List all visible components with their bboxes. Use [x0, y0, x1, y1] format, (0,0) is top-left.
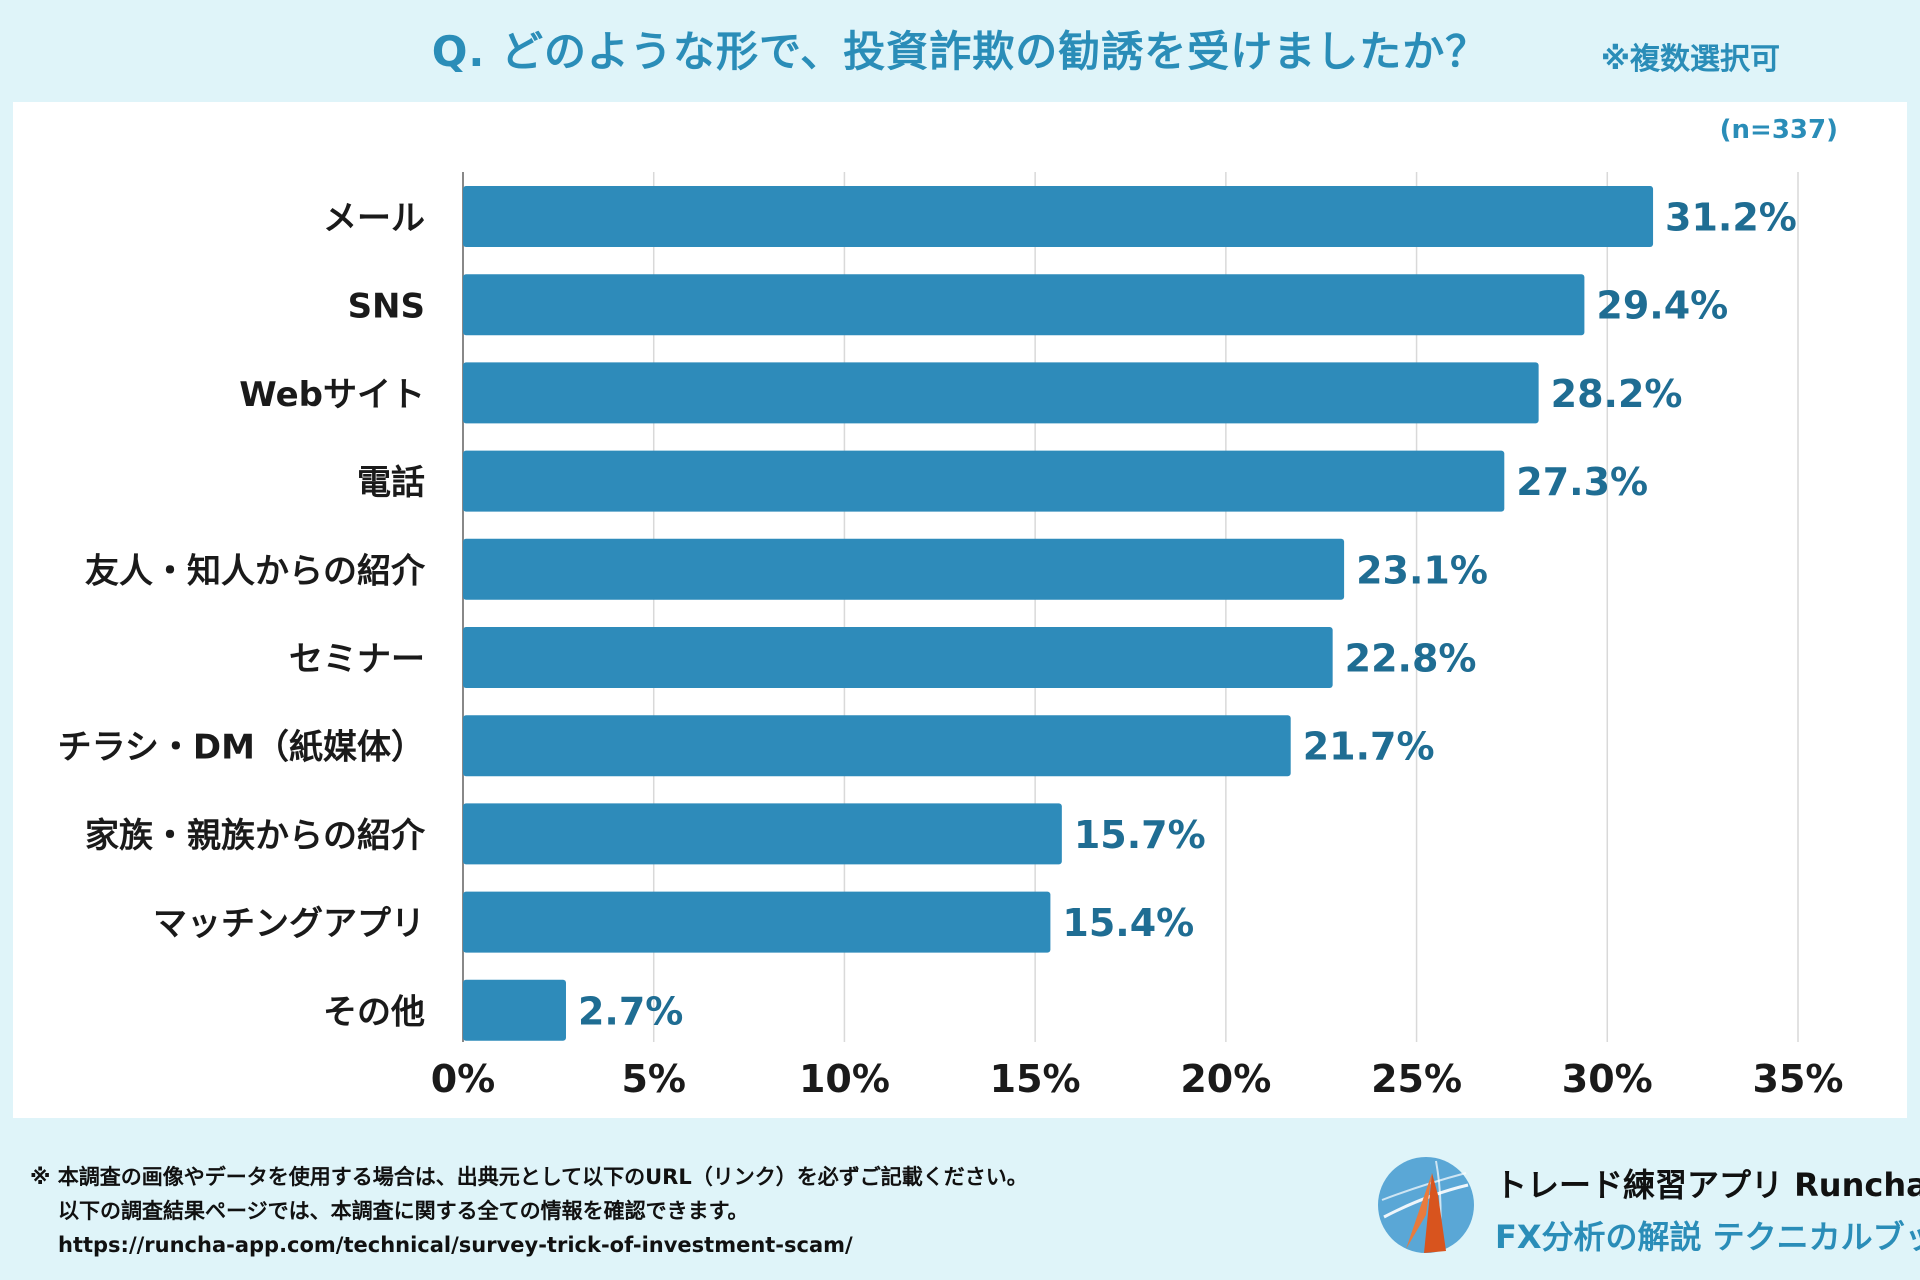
value-label: 28.2%	[1551, 372, 1683, 416]
brand-tagline: FX分析の解説 テクニカルブック	[1495, 1218, 1920, 1256]
category-label: 電話	[357, 463, 425, 503]
category-label: Webサイト	[239, 375, 425, 415]
chart-title: Q. どのような形で、投資詐欺の勧誘を受けましたか？	[431, 27, 1489, 76]
multiple-choice-note: ※複数選択可	[1600, 42, 1780, 77]
bar	[463, 274, 1585, 336]
bar	[463, 715, 1291, 777]
category-label: その他	[323, 992, 425, 1032]
value-label: 21.7%	[1303, 725, 1435, 769]
bar	[463, 186, 1654, 247]
category-label: SNS	[348, 287, 425, 327]
x-tick-label: 10%	[799, 1057, 890, 1101]
x-tick-label: 0%	[431, 1057, 496, 1101]
bar	[463, 891, 1051, 953]
bar	[463, 362, 1539, 424]
value-label: 15.7%	[1074, 813, 1206, 857]
bar	[463, 450, 1505, 512]
footer-notice: ※ 本調査の画像やデータを使用する場合は、出典元として以下のURL（リンク）を必…	[30, 1160, 1028, 1262]
category-label: メール	[323, 199, 425, 239]
x-tick-label: 20%	[1180, 1057, 1271, 1101]
brand-app-name: トレード練習アプリ Runcha	[1495, 1166, 1920, 1204]
category-label: チラシ・DM（紙媒体）	[58, 728, 425, 768]
category-label: マッチングアプリ	[153, 904, 425, 944]
value-label: 2.7%	[578, 989, 683, 1033]
runcha-logo-icon	[1378, 1157, 1474, 1253]
bar	[463, 538, 1345, 600]
footer-line-1: ※ 本調査の画像やデータを使用する場合は、出典元として以下のURL（リンク）を必…	[30, 1165, 1028, 1189]
header: Q. どのような形で、投資詐欺の勧誘を受けましたか？ ※複数選択可	[0, 0, 1920, 100]
x-tick-label: 30%	[1562, 1057, 1653, 1101]
value-label: 15.4%	[1062, 901, 1194, 945]
bar	[463, 803, 1062, 865]
value-label: 23.1%	[1356, 548, 1488, 592]
footer-line-2: 以下の調査結果ページでは、本調査に関する全ての情報を確認できます。	[58, 1199, 749, 1223]
x-tick-label: 5%	[621, 1057, 686, 1101]
x-tick-label: 35%	[1753, 1057, 1844, 1101]
footer-url[interactable]: https://runcha-app.com/technical/survey-…	[58, 1233, 853, 1257]
x-tick-label: 25%	[1371, 1057, 1462, 1101]
bar	[463, 979, 566, 1041]
bar-chart: (n=337) 0% 5% 10% 15% 20% 25% 30% 35% メール 31.2% SNS…	[58, 115, 1844, 1101]
x-tick-label: 15%	[990, 1057, 1081, 1101]
value-label: 29.4%	[1596, 284, 1728, 328]
category-label: 家族・親族からの紹介	[85, 816, 426, 856]
category-label: セミナー	[289, 640, 425, 680]
value-label: 31.2%	[1665, 196, 1797, 240]
value-label: 22.8%	[1345, 637, 1477, 681]
value-label: 27.3%	[1516, 460, 1648, 504]
category-label: 友人・知人からの紹介	[85, 551, 426, 591]
bar	[463, 627, 1333, 688]
chart-panel: (n=337) 0% 5% 10% 15% 20% 25% 30% 35% メール 31.2% SNS…	[13, 102, 1907, 1118]
sample-size-label: (n=337)	[1720, 115, 1838, 145]
